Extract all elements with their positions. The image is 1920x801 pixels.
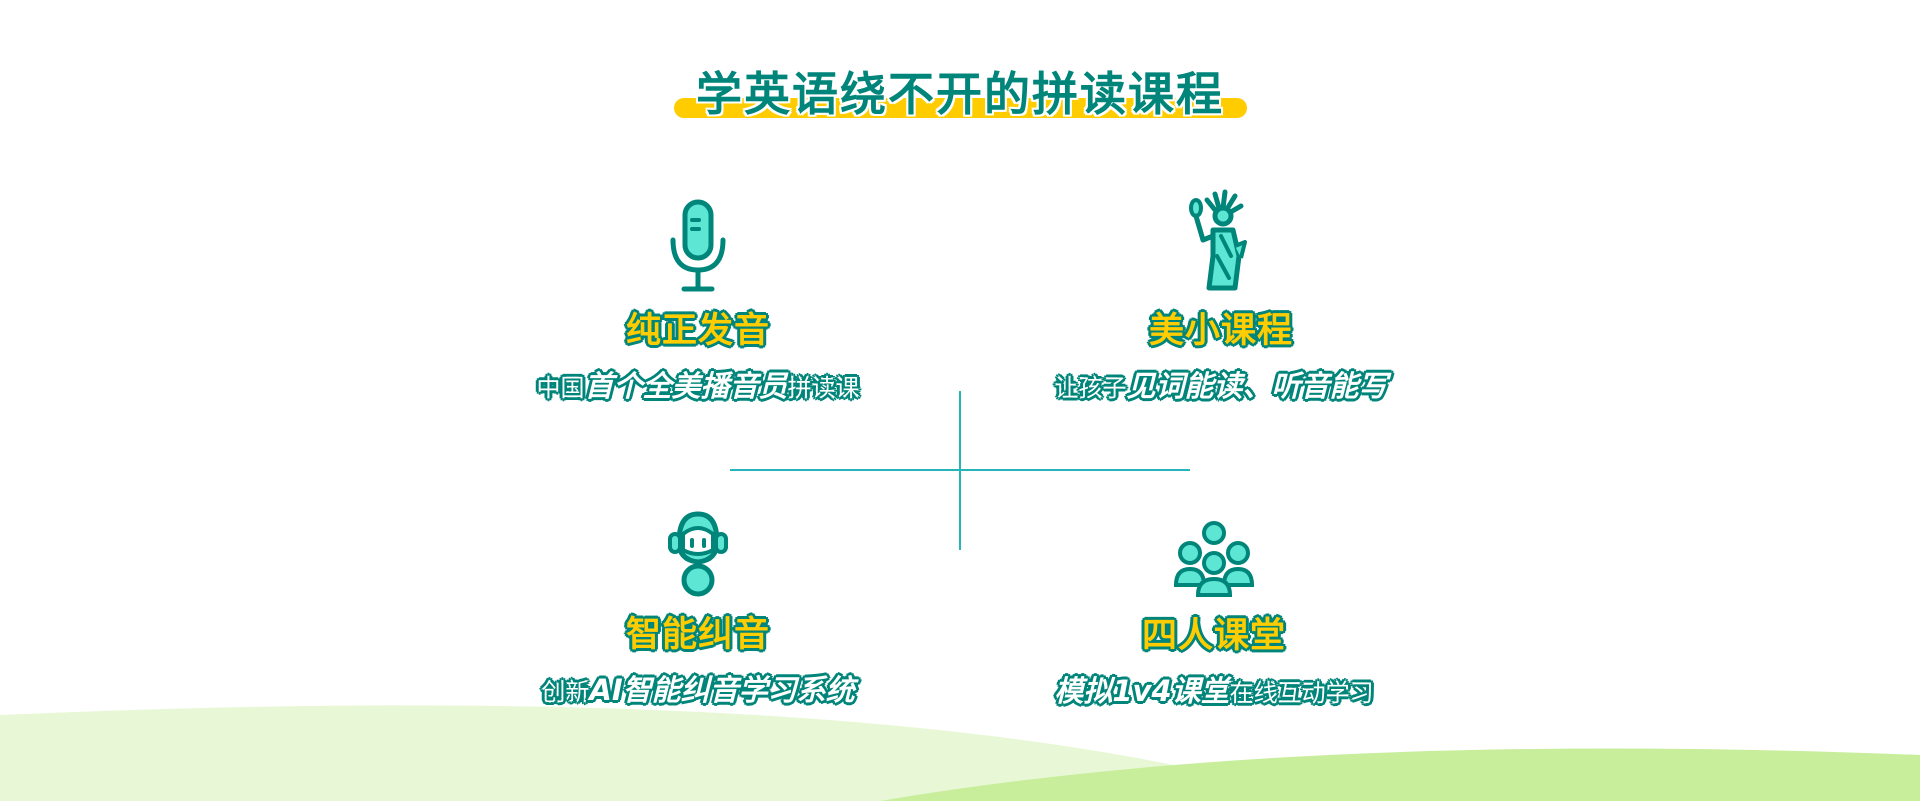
desc-text: 拼读课 xyxy=(787,374,860,402)
desc-text: 中国 xyxy=(536,374,585,402)
desc-highlight: 首个全美播音员 xyxy=(584,369,788,403)
desc-text: 让孩子 xyxy=(1054,374,1127,402)
hill-light xyxy=(0,705,1320,801)
statue-of-liberty-icon xyxy=(1189,189,1247,291)
desc-highlight: 见词能读、听音能写 xyxy=(1126,369,1388,403)
hill-green xyxy=(880,748,1920,801)
feature-title: 美小课程 xyxy=(1148,311,1293,351)
desc-text: 在线互动学习 xyxy=(1229,679,1374,707)
feature-pronunciation: 纯正发音 中国首个全美播音员拼读课 xyxy=(438,198,958,405)
page-title: 学英语绕不开的拼读课程 xyxy=(696,67,1224,121)
feature-title: 纯正发音 xyxy=(625,311,770,351)
feature-desc: 模拟1v4课堂在线互动学习 xyxy=(954,668,1474,710)
feature-desc: 中国首个全美播音员拼读课 xyxy=(438,363,958,405)
feature-ai-correction: 智能纠音 创新AI智能纠音学习系统 xyxy=(438,508,958,709)
feature-desc: 创新AI智能纠音学习系统 xyxy=(438,667,958,709)
robot-headset-icon xyxy=(668,511,728,597)
group-icon xyxy=(1173,521,1255,597)
feature-title: 四人课堂 xyxy=(1141,616,1286,656)
feature-small-class: 四人课堂 模拟1v4课堂在线互动学习 xyxy=(954,519,1474,710)
desc-text: 创新 xyxy=(541,678,590,706)
desc-highlight: 模拟1v4课堂 xyxy=(1054,674,1230,708)
divider-vertical xyxy=(959,391,961,550)
feature-desc: 让孩子见词能读、听音能写 xyxy=(961,363,1481,405)
feature-title: 智能纠音 xyxy=(625,615,770,655)
feature-curriculum: 美小课程 让孩子见词能读、听音能写 xyxy=(961,186,1481,405)
header: 学英语绕不开的拼读课程 xyxy=(0,58,1920,124)
desc-highlight: AI智能纠音学习系统 xyxy=(589,673,855,707)
title-underline xyxy=(674,98,1247,118)
microphone-icon xyxy=(670,199,726,292)
